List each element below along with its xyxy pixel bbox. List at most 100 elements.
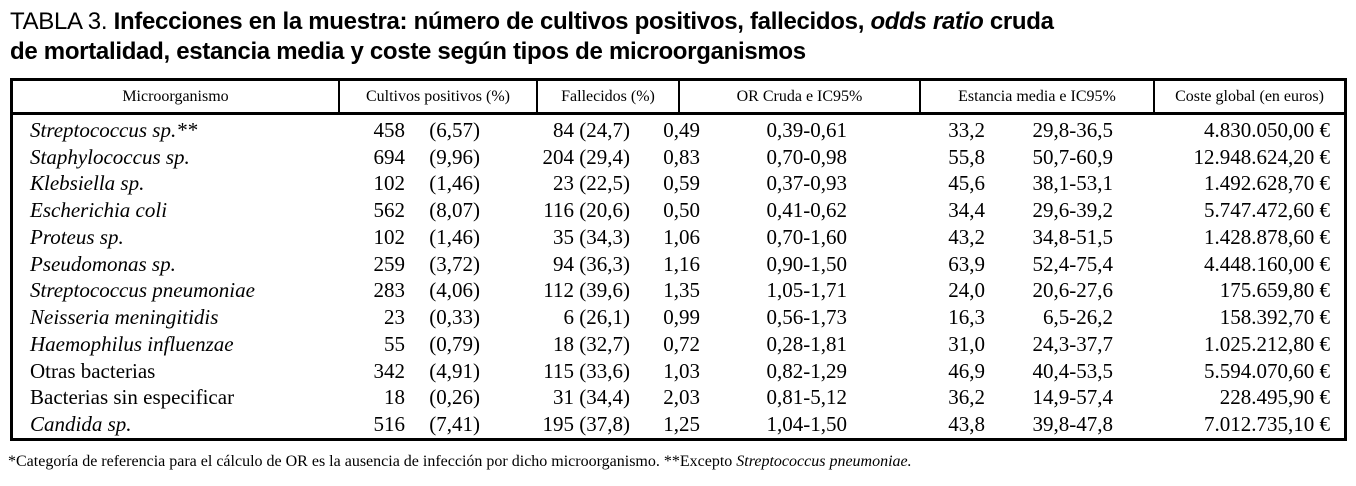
cell-microorganismo: Candida sp. (30, 412, 132, 437)
cell-or-ic95: 0,37-0,93 (766, 171, 848, 196)
table-number-label: TABLA 3. (10, 8, 114, 35)
cell-fallecidos: 195 (37,8) (542, 412, 631, 437)
cell-cultivos: 516 (373, 412, 406, 437)
table-row: Streptococcus pneumoniae 283 (4,06) 112 … (13, 278, 1344, 305)
table-row: Staphylococcus sp. 694 (9,96) 204 (29,4)… (13, 144, 1344, 171)
cell-estancia-media: 34,4 (948, 198, 985, 223)
cell-cultivos-pct: (1,46) (429, 224, 480, 249)
cell-cultivos-pct: (3,72) (429, 251, 480, 276)
cell-or-cruda: 0,72 (663, 331, 700, 356)
cell-cultivos: 458 (373, 117, 406, 142)
cell-estancia-ic95: 40,4-53,5 (1032, 358, 1114, 383)
cell-estancia-ic95: 29,6-39,2 (1032, 198, 1114, 223)
cell-or-ic95: 0,28-1,81 (766, 331, 848, 356)
cell-estancia-media: 33,2 (948, 117, 985, 142)
cell-fallecidos: 115 (33,6) (543, 358, 630, 383)
header-fallecidos: Fallecidos (%) (538, 81, 680, 112)
cell-estancia-ic95: 38,1-53,1 (1032, 171, 1114, 196)
cell-microorganismo: Haemophilus influenzae (30, 331, 234, 356)
title-odds-ratio: odds ratio (870, 8, 984, 35)
cell-cultivos: 342 (373, 358, 406, 383)
cell-estancia-media: 46,9 (948, 358, 985, 383)
cell-or-cruda: 0,99 (663, 305, 700, 330)
cell-or-ic95: 1,04-1,50 (766, 412, 848, 437)
cell-cultivos: 102 (373, 171, 406, 196)
cell-cultivos: 259 (373, 251, 406, 276)
cell-cultivos-pct: (0,79) (429, 331, 480, 356)
cell-estancia-ic95: 50,7-60,9 (1032, 144, 1114, 169)
cell-estancia-ic95: 29,8-36,5 (1032, 117, 1114, 142)
cell-estancia-media: 43,2 (948, 224, 985, 249)
cell-estancia-media: 45,6 (948, 171, 985, 196)
table-row: Pseudomonas sp. 259 (3,72) 94 (36,3) 1,1… (13, 251, 1344, 278)
cell-cultivos-pct: (0,26) (429, 385, 480, 410)
cell-estancia-ic95: 6,5-26,2 (1043, 305, 1113, 330)
cell-cultivos-pct: (6,57) (429, 117, 480, 142)
table-row: Neisseria meningitidis 23 (0,33) 6 (26,1… (13, 304, 1344, 331)
cell-fallecidos: 35 (34,3) (553, 224, 630, 249)
cell-cultivos-pct: (4,06) (429, 278, 480, 303)
footnote-text: *Categoría de referencia para el cálculo… (8, 453, 737, 470)
cell-microorganismo: Pseudomonas sp. (30, 251, 176, 276)
header-coste-global: Coste global (en euros) (1175, 87, 1324, 105)
cell-coste-global: 5.594.070,60 € (1204, 358, 1330, 383)
cell-estancia-ic95: 14,9-57,4 (1032, 385, 1114, 410)
cell-coste-global: 1.428.878,60 € (1204, 224, 1330, 249)
cell-or-ic95: 0,70-1,60 (766, 224, 848, 249)
cell-estancia-media: 31,0 (948, 331, 985, 356)
cell-cultivos: 18 (384, 385, 405, 410)
cell-or-cruda: 1,06 (663, 224, 700, 249)
cell-or-cruda: 1,03 (663, 358, 700, 383)
cell-estancia-media: 24,0 (948, 278, 985, 303)
cell-microorganismo: Proteus sp. (30, 224, 124, 249)
table-body: Streptococcus sp.** 458 (6,57) 84 (24,7)… (13, 115, 1344, 438)
cell-microorganismo: Staphylococcus sp. (30, 144, 190, 169)
cell-cultivos: 562 (373, 198, 406, 223)
cell-estancia-media: 43,8 (948, 412, 985, 437)
cell-fallecidos: 23 (22,5) (553, 171, 630, 196)
cell-coste-global: 1.025.212,80 € (1204, 331, 1330, 356)
cell-microorganismo: Escherichia coli (30, 198, 168, 223)
cell-cultivos: 694 (373, 144, 406, 169)
cell-or-ic95: 0,90-1,50 (766, 251, 848, 276)
cell-coste-global: 5.747.472,60 € (1204, 198, 1330, 223)
cell-estancia-ic95: 39,8-47,8 (1032, 412, 1114, 437)
cell-microorganismo: Streptococcus sp.** (30, 117, 198, 142)
cell-cultivos: 102 (373, 224, 406, 249)
cell-microorganismo: Neisseria meningitidis (30, 305, 219, 330)
cell-microorganismo: Bacterias sin especificar (30, 385, 235, 410)
cell-or-ic95: 0,56-1,73 (766, 305, 848, 330)
cell-or-cruda: 0,50 (663, 198, 700, 223)
table-row: Klebsiella sp. 102 (1,46) 23 (22,5) 0,59… (13, 171, 1344, 198)
table-row: Escherichia coli 562 (8,07) 116 (20,6) 0… (13, 197, 1344, 224)
header-or-cruda: OR Cruda e IC95% (680, 81, 921, 112)
cell-coste-global: 12.948.624,20 € (1193, 144, 1331, 169)
table-header-row: Microorganismo Cultivos positivos (%) Fa… (13, 81, 1344, 115)
cell-estancia-ic95: 52,4-75,4 (1032, 251, 1114, 276)
cell-estancia-media: 63,9 (948, 251, 985, 276)
cell-fallecidos: 94 (36,3) (553, 251, 630, 276)
cell-cultivos-pct: (7,41) (429, 412, 480, 437)
cell-estancia-ic95: 34,8-51,5 (1032, 224, 1114, 249)
cell-fallecidos: 204 (29,4) (542, 144, 631, 169)
table-row: Otras bacterias 342 (4,91) 115 (33,6) 1,… (13, 358, 1344, 385)
cell-or-cruda: 1,16 (663, 251, 700, 276)
cell-coste-global: 158.392,70 € (1219, 305, 1330, 330)
cell-fallecidos: 84 (24,7) (553, 117, 630, 142)
cell-estancia-media: 36,2 (948, 385, 985, 410)
cell-microorganismo: Klebsiella sp. (30, 171, 145, 196)
table-row: Proteus sp. 102 (1,46) 35 (34,3) 1,06 0,… (13, 224, 1344, 251)
cell-or-ic95: 0,70-0,98 (766, 144, 848, 169)
cell-coste-global: 1.492.628,70 € (1204, 171, 1330, 196)
cell-estancia-media: 16,3 (948, 305, 985, 330)
cell-coste-global: 4.830.050,00 € (1204, 117, 1330, 142)
cell-microorganismo: Streptococcus pneumoniae (30, 278, 255, 303)
cell-fallecidos: 116 (20,6) (543, 198, 630, 223)
title-line2: de mortalidad, estancia media y coste se… (10, 38, 806, 65)
cell-or-cruda: 1,35 (663, 278, 700, 303)
cell-coste-global: 228.495,90 € (1219, 385, 1330, 410)
cell-cultivos-pct: (4,91) (429, 358, 480, 383)
cell-fallecidos: 18 (32,7) (553, 331, 630, 356)
cell-or-cruda: 1,25 (663, 412, 700, 437)
